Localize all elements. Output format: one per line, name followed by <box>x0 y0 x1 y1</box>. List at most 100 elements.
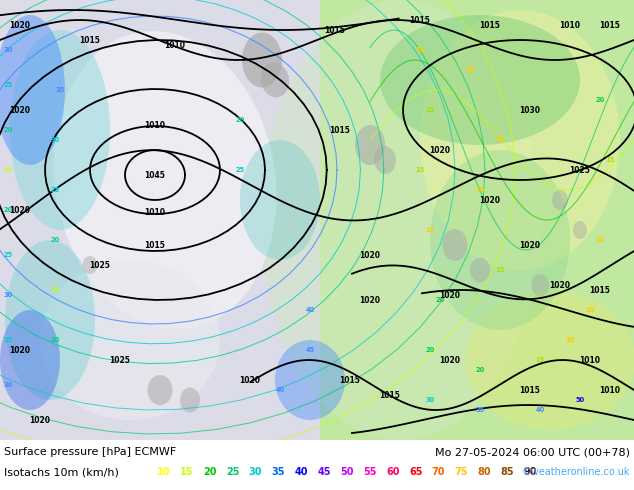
Text: 25: 25 <box>51 187 60 193</box>
Text: 85: 85 <box>500 467 514 477</box>
Ellipse shape <box>573 221 587 239</box>
Text: 20: 20 <box>235 117 245 123</box>
Text: 50: 50 <box>576 397 585 403</box>
Text: 1010: 1010 <box>600 386 621 394</box>
Text: 1020: 1020 <box>359 250 380 260</box>
Text: 80: 80 <box>477 467 491 477</box>
Ellipse shape <box>0 310 60 410</box>
Text: 10: 10 <box>476 187 484 193</box>
Text: 1015: 1015 <box>325 25 346 34</box>
Ellipse shape <box>374 146 396 174</box>
Text: 35: 35 <box>271 467 285 477</box>
Text: 20: 20 <box>425 347 435 353</box>
Text: 1015: 1015 <box>79 35 100 45</box>
Text: 15: 15 <box>3 167 13 173</box>
Text: 35: 35 <box>476 407 484 413</box>
Ellipse shape <box>10 30 110 230</box>
Text: 15: 15 <box>495 267 505 273</box>
Text: 20: 20 <box>476 367 484 373</box>
Ellipse shape <box>430 150 570 330</box>
Text: 1010: 1010 <box>164 41 186 49</box>
Ellipse shape <box>261 63 289 98</box>
Text: 20: 20 <box>3 127 13 133</box>
Text: 10: 10 <box>157 467 171 477</box>
Text: 1015: 1015 <box>519 386 540 394</box>
Text: 10: 10 <box>585 307 595 313</box>
Text: 25: 25 <box>235 167 245 173</box>
Ellipse shape <box>148 375 172 405</box>
Text: 1010: 1010 <box>145 121 165 129</box>
Text: 65: 65 <box>409 467 422 477</box>
Text: 20: 20 <box>595 97 605 103</box>
Text: 20: 20 <box>3 207 13 213</box>
Ellipse shape <box>355 125 385 165</box>
Ellipse shape <box>443 229 467 261</box>
Text: 45: 45 <box>318 467 331 477</box>
Ellipse shape <box>5 240 95 400</box>
Text: 1020: 1020 <box>479 196 500 204</box>
Ellipse shape <box>470 258 490 283</box>
Text: 15: 15 <box>425 107 434 113</box>
Text: 1015: 1015 <box>590 286 611 294</box>
Text: 25: 25 <box>226 467 240 477</box>
Text: 1025: 1025 <box>89 261 110 270</box>
Bar <box>320 0 634 440</box>
Ellipse shape <box>82 256 98 274</box>
Ellipse shape <box>260 0 540 440</box>
Text: 1015: 1015 <box>330 125 351 135</box>
Text: 15: 15 <box>605 157 614 163</box>
Text: 1045: 1045 <box>145 171 165 179</box>
Text: 15: 15 <box>180 467 193 477</box>
Text: 1020: 1020 <box>519 241 541 249</box>
Text: 1020: 1020 <box>10 105 30 115</box>
Text: 1025: 1025 <box>569 166 590 174</box>
Text: 1015: 1015 <box>340 375 361 385</box>
Text: 1020: 1020 <box>550 280 571 290</box>
Text: 1020: 1020 <box>10 345 30 355</box>
Text: 70: 70 <box>432 467 445 477</box>
Text: 20: 20 <box>50 237 60 243</box>
Text: 10: 10 <box>425 227 435 233</box>
Text: 55: 55 <box>363 467 377 477</box>
Ellipse shape <box>420 10 620 270</box>
Text: 1020: 1020 <box>240 375 261 385</box>
Text: 25: 25 <box>3 252 13 258</box>
Text: 90: 90 <box>523 467 537 477</box>
Text: 15: 15 <box>415 167 425 173</box>
Ellipse shape <box>531 274 549 296</box>
Text: 20: 20 <box>436 297 444 303</box>
Text: 20: 20 <box>50 337 60 343</box>
Text: 30: 30 <box>425 397 435 403</box>
Text: 1015: 1015 <box>479 21 500 29</box>
Text: 40: 40 <box>535 407 545 413</box>
Text: 15: 15 <box>51 287 60 293</box>
Text: 30: 30 <box>3 292 13 298</box>
Text: 30: 30 <box>50 137 60 143</box>
Text: 1030: 1030 <box>519 105 541 115</box>
Text: 20: 20 <box>203 467 216 477</box>
Ellipse shape <box>0 15 65 165</box>
Text: Surface pressure [hPa] ECMWF: Surface pressure [hPa] ECMWF <box>4 447 176 457</box>
Text: 1020: 1020 <box>10 21 30 29</box>
Ellipse shape <box>552 190 568 210</box>
Text: 1015: 1015 <box>380 391 401 399</box>
Ellipse shape <box>180 388 200 413</box>
Text: 50: 50 <box>340 467 354 477</box>
Ellipse shape <box>465 290 634 430</box>
Text: 1015: 1015 <box>600 21 621 29</box>
Text: 35: 35 <box>55 87 65 93</box>
Text: 30: 30 <box>3 47 13 53</box>
Text: 1020: 1020 <box>429 146 451 154</box>
Text: 60: 60 <box>386 467 399 477</box>
Text: 30: 30 <box>3 382 13 388</box>
Text: ©weatheronline.co.uk: ©weatheronline.co.uk <box>522 467 630 477</box>
Text: 1010: 1010 <box>145 207 165 217</box>
Text: 1020: 1020 <box>359 295 380 304</box>
Text: Isotachs 10m (km/h): Isotachs 10m (km/h) <box>4 467 119 477</box>
Text: 75: 75 <box>455 467 468 477</box>
Text: 25: 25 <box>3 337 13 343</box>
Text: 40: 40 <box>275 387 285 393</box>
Bar <box>0 0 400 440</box>
Text: 10: 10 <box>415 47 425 53</box>
Text: 1015: 1015 <box>410 16 430 24</box>
